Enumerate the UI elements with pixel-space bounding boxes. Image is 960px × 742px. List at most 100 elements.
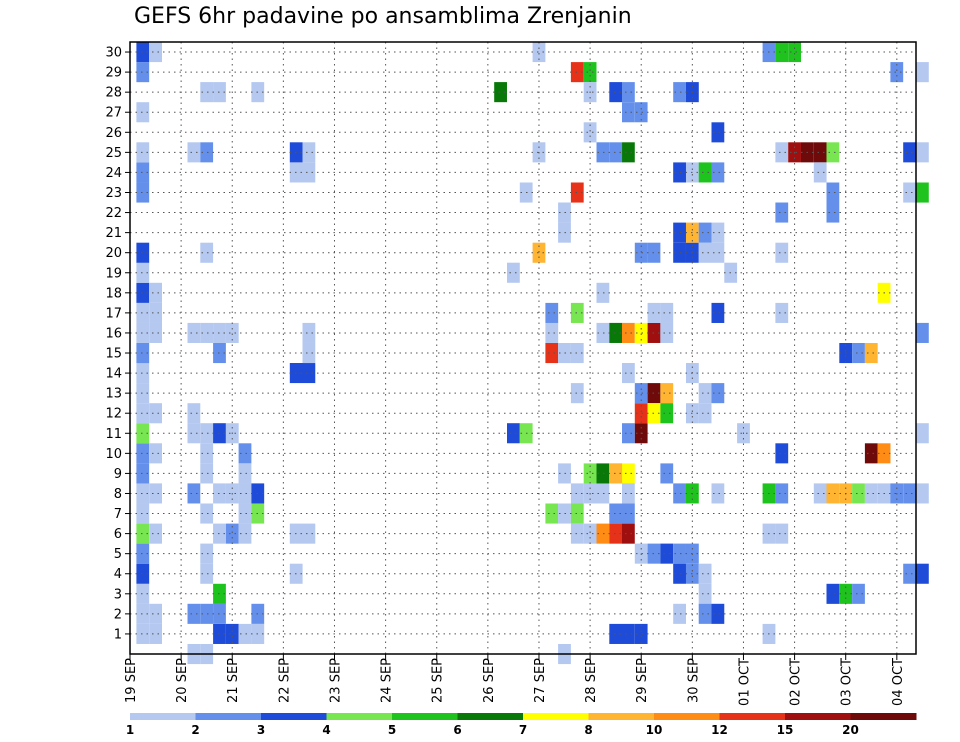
heatmap-cell [238, 623, 252, 644]
heatmap-cell [916, 423, 929, 444]
heatmap-cell [673, 483, 686, 504]
heatmap-cell [149, 322, 162, 343]
y-tick-label: 14 [105, 367, 122, 382]
colorbar-label: 15 [777, 723, 794, 737]
heatmap-cell [609, 322, 623, 343]
heatmap-cell [187, 483, 201, 504]
colorbar-swatch [588, 713, 655, 720]
heatmap-cell [545, 322, 559, 343]
y-tick-label: 12 [105, 407, 122, 422]
heatmap-cell [813, 142, 827, 163]
heatmap-cell [864, 483, 878, 504]
heatmap-cell [583, 122, 597, 143]
heatmap-cell [570, 523, 584, 544]
heatmap-cell [149, 403, 162, 424]
colorbar-label: 20 [842, 723, 859, 737]
heatmap-cell [136, 543, 150, 564]
heatmap-cell [698, 383, 712, 404]
heatmap-cell [238, 463, 252, 484]
heatmap-cell [507, 262, 520, 283]
colorbar-label: 1 [126, 723, 134, 737]
heatmap-cell [698, 222, 712, 243]
heatmap-cell [570, 302, 584, 323]
y-tick-label: 28 [105, 86, 122, 101]
heatmap-cell [302, 322, 316, 343]
heatmap-cell [302, 142, 316, 163]
heatmap-cell [622, 623, 635, 644]
heatmap-cell [609, 523, 623, 544]
heatmap-cell [136, 583, 150, 604]
heatmap-cell [200, 82, 214, 103]
heatmap-cell [609, 623, 623, 644]
heatmap-cell [149, 523, 162, 544]
heatmap-cell [136, 282, 150, 303]
heatmap-cell [558, 463, 571, 484]
heatmap-cell [903, 483, 916, 504]
heatmap-cell [136, 42, 150, 63]
heatmap-cell [673, 162, 686, 183]
heatmap-cell [136, 302, 150, 323]
heatmap-cell [570, 343, 584, 364]
heatmap-cell [558, 343, 571, 364]
heatmap-cell [596, 282, 610, 303]
heatmap-cell [711, 162, 725, 183]
y-tick-label: 24 [105, 166, 122, 181]
heatmap-cell [149, 302, 162, 323]
heatmap-cell [916, 483, 929, 504]
heatmap-cell [660, 302, 674, 323]
heatmap-cell [136, 62, 150, 83]
y-tick-label: 13 [105, 387, 122, 402]
heatmap-cell [570, 503, 584, 524]
heatmap-cell [136, 623, 150, 644]
x-tick-label: 27 SEP [533, 658, 548, 703]
y-tick-label: 15 [105, 347, 122, 362]
y-tick-label: 10 [105, 447, 122, 462]
heatmap-cell [698, 403, 712, 424]
x-tick-label: 19 SEP [124, 658, 139, 703]
y-tick-label: 23 [105, 186, 122, 201]
heatmap-cell [149, 282, 162, 303]
heatmap-cell [532, 42, 546, 63]
heatmap-cell [583, 62, 597, 83]
heatmap-cell [302, 343, 316, 364]
heatmap-cell [532, 242, 546, 263]
heatmap-cell [596, 142, 610, 163]
heatmap-cell [634, 623, 648, 644]
heatmap-cells [136, 42, 929, 665]
heatmap-cell [302, 162, 316, 183]
heatmap-cell [558, 222, 571, 243]
heatmap-cell [660, 383, 674, 404]
x-tick-label: 22 SEP [277, 658, 292, 703]
heatmap-cell [136, 363, 150, 384]
heatmap-cell [200, 543, 214, 564]
heatmap-cell [558, 202, 571, 223]
heatmap-cell [545, 343, 559, 364]
heatmap-cell [622, 363, 635, 384]
heatmap-cell [711, 603, 725, 624]
y-tick-label: 7 [114, 507, 122, 522]
heatmap-cell [583, 523, 597, 544]
heatmap-cell [136, 403, 150, 424]
heatmap-cell [200, 443, 214, 464]
heatmap-cell [711, 242, 725, 263]
heatmap-cell [775, 302, 789, 323]
heatmap-cell [187, 142, 201, 163]
y-tick-label: 25 [105, 146, 122, 161]
heatmap-cell [609, 142, 623, 163]
heatmap-cell [238, 443, 252, 464]
heatmap-cell [826, 202, 840, 223]
heatmap-cell [660, 403, 674, 424]
x-tick-label: 30 SEP [686, 658, 701, 703]
y-tick-label: 19 [105, 266, 122, 281]
heatmap-cell [634, 102, 648, 123]
heatmap-cell [660, 543, 674, 564]
heatmap-cell [622, 423, 635, 444]
heatmap-cell [775, 242, 789, 263]
heatmap-cell [826, 483, 840, 504]
heatmap-cell [596, 483, 610, 504]
y-tick-label: 1 [114, 627, 122, 642]
heatmap-cell [711, 122, 725, 143]
colorbar-swatch [850, 713, 917, 720]
colorbar-label: 10 [646, 723, 663, 737]
colorbar-label: 4 [322, 723, 330, 737]
